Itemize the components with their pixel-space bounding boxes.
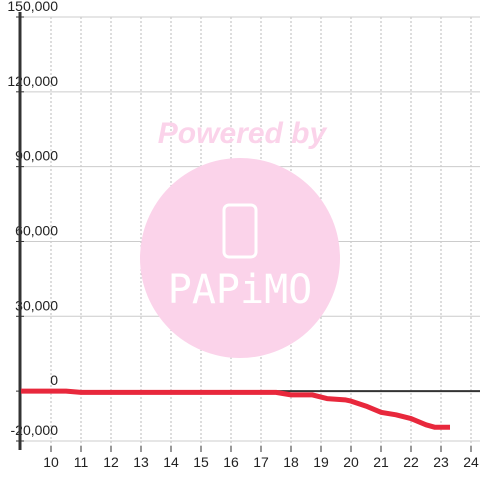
watermark-icon (222, 203, 258, 259)
y-tick-label: 0 (50, 372, 58, 388)
data-line (21, 388, 450, 430)
x-tick-label: 13 (133, 454, 149, 470)
x-tick-label: 12 (103, 454, 119, 470)
x-tick-label: 14 (163, 454, 179, 470)
x-tick-label: 17 (253, 454, 269, 470)
y-tick-label: 90,000 (15, 148, 58, 164)
y-tick-label: 150,000 (7, 0, 58, 14)
watermark-brand: PAPiMO (168, 267, 313, 313)
x-tick-label: 21 (373, 454, 389, 470)
x-tick-label: 16 (223, 454, 239, 470)
x-tick-label: 10 (43, 454, 59, 470)
x-tick-label: 15 (193, 454, 209, 470)
y-tick-label: -20,000 (11, 422, 59, 438)
x-tick-label: 19 (313, 454, 329, 470)
y-tick-label: 120,000 (7, 73, 58, 89)
watermark-title: Powered by (158, 117, 328, 150)
x-tick-label: 23 (433, 454, 449, 470)
x-tick-label: 20 (343, 454, 359, 470)
y-tick-label: 30,000 (15, 297, 58, 313)
y-tick-label: 60,000 (15, 222, 58, 238)
x-tick-label: 24 (463, 454, 479, 470)
x-tick-label: 18 (283, 454, 299, 470)
x-tick-label: 11 (74, 454, 89, 470)
watermark: Powered by PAPiMO (140, 117, 340, 358)
x-tick-label: 22 (403, 454, 419, 470)
